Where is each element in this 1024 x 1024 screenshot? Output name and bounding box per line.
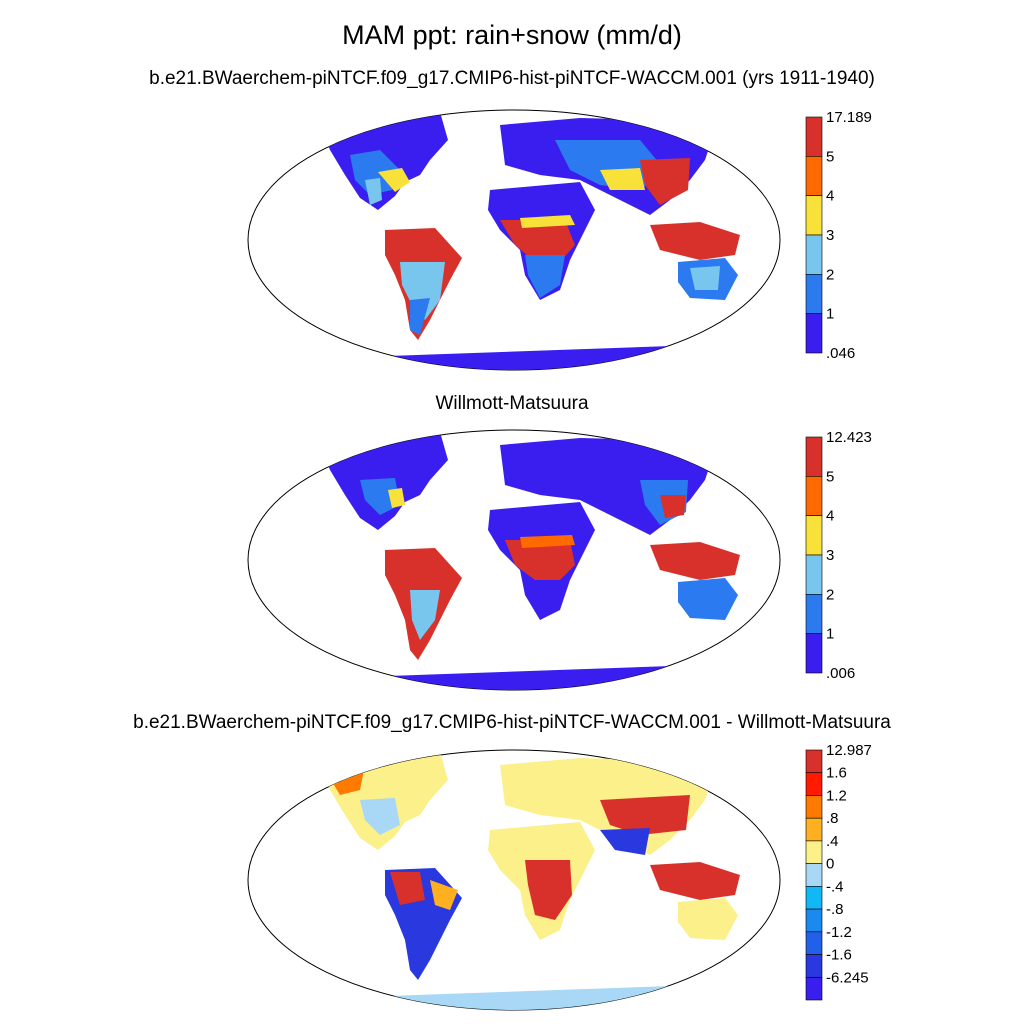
colorbar-label: 1 bbox=[826, 626, 834, 643]
colorbar-swatch bbox=[805, 908, 823, 933]
colorbar-label: -1.2 bbox=[826, 924, 852, 941]
colorbar-swatch bbox=[805, 476, 823, 516]
colorbar-label: 0 bbox=[826, 856, 834, 873]
colorbar-swatch bbox=[805, 116, 823, 157]
colorbar-label: 5 bbox=[826, 148, 834, 165]
panel-1-colorbar: 17.189 5 4 3 2 1 .046 bbox=[805, 109, 872, 362]
colorbar-label: 12.987 bbox=[826, 742, 872, 759]
colorbar-swatch bbox=[805, 234, 823, 275]
colorbar-label: 1.2 bbox=[826, 787, 847, 804]
colorbar-label: .8 bbox=[826, 810, 839, 827]
colorbar-label: .4 bbox=[826, 833, 839, 850]
colorbar-label: 3 bbox=[826, 547, 834, 564]
panel-2-land bbox=[310, 432, 740, 690]
panel-1-title: b.e21.BWaerchem-piNTCF.f09_g17.CMIP6-his… bbox=[149, 68, 875, 89]
main-title: MAM ppt: rain+snow (mm/d) bbox=[342, 20, 682, 50]
colorbar-swatch bbox=[805, 817, 823, 842]
panel-1-map bbox=[247, 109, 781, 371]
colorbar-swatch bbox=[805, 633, 823, 674]
colorbar-swatch bbox=[805, 594, 823, 634]
colorbar-label: 12.423 bbox=[826, 429, 872, 446]
colorbar-label: 1.6 bbox=[826, 765, 847, 782]
colorbar-label: 2 bbox=[826, 586, 834, 603]
colorbar-label: 5 bbox=[826, 468, 834, 485]
colorbar-label: -.8 bbox=[826, 901, 844, 918]
panel-3-land bbox=[310, 752, 740, 1010]
colorbar-label: 17.189 bbox=[826, 109, 872, 126]
colorbar-label: 1 bbox=[826, 306, 834, 323]
colorbar-swatch bbox=[805, 554, 823, 595]
colorbar-label: .046 bbox=[826, 345, 855, 362]
colorbar-swatch bbox=[805, 313, 823, 354]
colorbar-swatch bbox=[805, 976, 823, 1001]
colorbar-label: .006 bbox=[826, 665, 855, 682]
colorbar-label: 4 bbox=[826, 188, 834, 205]
colorbar-swatch bbox=[805, 954, 823, 978]
panel-1-land bbox=[310, 112, 740, 370]
panel-2-map bbox=[247, 429, 781, 691]
colorbar-swatch bbox=[805, 436, 823, 477]
colorbar-swatch bbox=[805, 931, 823, 955]
panel-3-colorbar: 12.987 1.6 1.2 .8 .4 0 -.4 -.8 -1.2 -1.6 -6.245 bbox=[805, 742, 872, 1001]
colorbar-swatch bbox=[805, 840, 823, 864]
colorbar-swatch bbox=[805, 863, 823, 887]
colorbar-swatch bbox=[805, 195, 823, 236]
panel-3-title: b.e21.BWaerchem-piNTCF.f09_g17.CMIP6-his… bbox=[133, 712, 891, 733]
colorbar-label: -.4 bbox=[826, 878, 844, 895]
panel-3-map bbox=[247, 749, 781, 1011]
colorbar-swatch bbox=[805, 795, 823, 819]
colorbar-swatch bbox=[805, 274, 823, 314]
panel-2-colorbar: 12.423 5 4 3 2 1 .006 bbox=[805, 429, 872, 682]
colorbar-label: 3 bbox=[826, 227, 834, 244]
colorbar-swatch bbox=[805, 515, 823, 556]
colorbar-swatch bbox=[805, 886, 823, 910]
colorbar-label: -1.6 bbox=[826, 947, 852, 964]
colorbar-label: -6.245 bbox=[826, 969, 869, 986]
colorbar-label: 4 bbox=[826, 508, 834, 525]
colorbar-label: 2 bbox=[826, 266, 834, 283]
panel-2-title: Willmott-Matsuura bbox=[435, 393, 589, 414]
colorbar-swatch bbox=[805, 749, 823, 774]
colorbar-swatch bbox=[805, 156, 823, 196]
colorbar-swatch bbox=[805, 772, 823, 796]
